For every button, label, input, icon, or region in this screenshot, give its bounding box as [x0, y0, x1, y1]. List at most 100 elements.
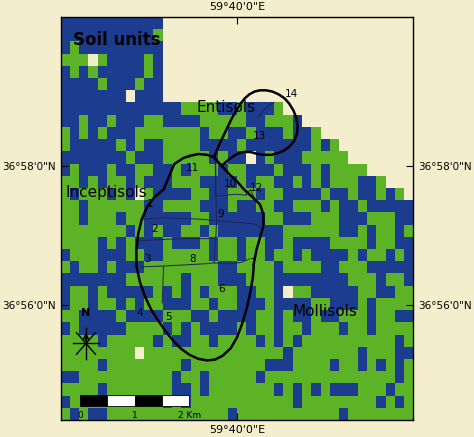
- Bar: [293, 225, 302, 237]
- Bar: [246, 78, 255, 90]
- Bar: [358, 212, 367, 225]
- Bar: [404, 335, 413, 347]
- Bar: [246, 163, 255, 176]
- Bar: [154, 163, 163, 176]
- Bar: [376, 286, 385, 298]
- Bar: [172, 261, 181, 274]
- Bar: [181, 408, 191, 420]
- Bar: [302, 274, 311, 286]
- Bar: [61, 237, 70, 249]
- Bar: [89, 78, 98, 90]
- Bar: [302, 323, 311, 335]
- Bar: [246, 212, 255, 225]
- Bar: [219, 200, 228, 212]
- Bar: [376, 176, 385, 188]
- Bar: [376, 359, 385, 371]
- Bar: [302, 212, 311, 225]
- Bar: [302, 102, 311, 114]
- Bar: [385, 335, 395, 347]
- Bar: [395, 176, 404, 188]
- Bar: [395, 139, 404, 151]
- Bar: [348, 200, 358, 212]
- Bar: [339, 212, 348, 225]
- Bar: [367, 151, 376, 163]
- Bar: [395, 237, 404, 249]
- Bar: [358, 78, 367, 90]
- Bar: [70, 114, 79, 127]
- Bar: [246, 17, 255, 29]
- Bar: [320, 151, 330, 163]
- Bar: [154, 90, 163, 102]
- Bar: [70, 383, 79, 395]
- Bar: [172, 176, 181, 188]
- Bar: [116, 261, 126, 274]
- Bar: [283, 151, 293, 163]
- Bar: [330, 200, 339, 212]
- Bar: [154, 274, 163, 286]
- Bar: [348, 225, 358, 237]
- Bar: [61, 383, 70, 395]
- Bar: [255, 139, 265, 151]
- Bar: [163, 395, 172, 408]
- Bar: [135, 286, 144, 298]
- Bar: [376, 163, 385, 176]
- Bar: [144, 310, 154, 323]
- Bar: [70, 274, 79, 286]
- Bar: [163, 17, 172, 29]
- Bar: [358, 66, 367, 78]
- Bar: [116, 408, 126, 420]
- Bar: [330, 176, 339, 188]
- Bar: [79, 335, 89, 347]
- Bar: [116, 310, 126, 323]
- Bar: [228, 151, 237, 163]
- Bar: [154, 395, 163, 408]
- Bar: [172, 66, 181, 78]
- Text: 1: 1: [147, 199, 154, 209]
- Bar: [404, 212, 413, 225]
- Bar: [79, 359, 89, 371]
- Bar: [237, 383, 246, 395]
- Bar: [135, 347, 144, 359]
- Bar: [181, 274, 191, 286]
- Bar: [209, 395, 219, 408]
- Bar: [181, 310, 191, 323]
- Bar: [302, 127, 311, 139]
- Bar: [385, 102, 395, 114]
- Bar: [385, 395, 395, 408]
- Bar: [274, 323, 283, 335]
- Bar: [79, 212, 89, 225]
- Bar: [89, 371, 98, 383]
- Bar: [228, 249, 237, 261]
- Bar: [144, 237, 154, 249]
- Bar: [163, 54, 172, 66]
- Bar: [293, 395, 302, 408]
- Bar: [246, 310, 255, 323]
- Bar: [89, 66, 98, 78]
- Bar: [181, 66, 191, 78]
- Bar: [107, 286, 116, 298]
- Bar: [404, 274, 413, 286]
- Bar: [358, 114, 367, 127]
- Bar: [219, 163, 228, 176]
- Bar: [89, 212, 98, 225]
- Bar: [283, 200, 293, 212]
- Bar: [255, 200, 265, 212]
- Bar: [191, 261, 200, 274]
- Bar: [293, 188, 302, 200]
- Bar: [376, 310, 385, 323]
- Bar: [181, 17, 191, 29]
- Bar: [348, 102, 358, 114]
- Bar: [246, 261, 255, 274]
- Bar: [154, 54, 163, 66]
- Bar: [320, 212, 330, 225]
- Bar: [191, 188, 200, 200]
- Bar: [395, 274, 404, 286]
- Bar: [181, 151, 191, 163]
- Bar: [237, 408, 246, 420]
- Bar: [320, 310, 330, 323]
- Bar: [302, 335, 311, 347]
- Bar: [367, 347, 376, 359]
- Bar: [219, 17, 228, 29]
- Bar: [376, 249, 385, 261]
- Bar: [311, 249, 320, 261]
